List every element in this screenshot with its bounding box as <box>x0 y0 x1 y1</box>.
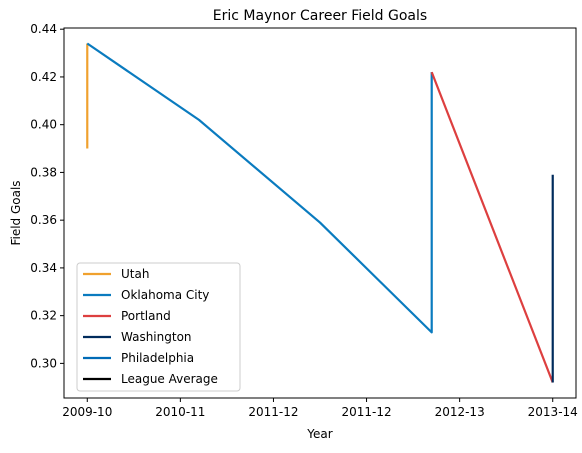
y-tick-label: 0.42 <box>30 70 57 84</box>
x-axis: 2009-10 2010-11 2011-12 2011-12 2012-13 2013-… <box>62 398 578 419</box>
series-line-portland <box>430 71 554 383</box>
y-tick-label: 0.36 <box>30 213 57 227</box>
legend-label: League Average <box>121 372 218 386</box>
y-tick-label: 0.30 <box>30 356 57 370</box>
legend-label: Philadelphia <box>121 351 194 365</box>
y-tick-label: 0.38 <box>30 165 57 179</box>
x-tick-label: 2010-11 <box>155 405 205 419</box>
legend-label: Oklahoma City <box>121 288 209 302</box>
x-tick-label: 2013-14 <box>528 405 578 419</box>
x-tick-label: 2011-12 <box>341 405 391 419</box>
y-tick-label: 0.40 <box>30 118 57 132</box>
x-axis-title: Year <box>306 427 332 441</box>
legend: Utah Oklahoma City Portland Washington Phila… <box>76 262 241 392</box>
plot-frame <box>63 27 577 399</box>
plot-lines <box>86 42 554 383</box>
chart-title: Eric Maynor Career Field Goals <box>213 8 427 24</box>
x-tick-label: 2011-12 <box>248 405 298 419</box>
y-tick-label: 0.32 <box>30 309 57 323</box>
y-tick-label: 0.34 <box>30 261 57 275</box>
legend-label: Portland <box>121 309 171 323</box>
y-axis: 0.30 0.32 0.34 0.36 0.38 0.40 0.42 0.44 <box>30 22 64 370</box>
x-tick-label: 2009-10 <box>62 405 112 419</box>
legend-label: Utah <box>121 267 149 281</box>
y-axis-title: Field Goals <box>9 180 23 245</box>
legend-label: Washington <box>121 330 192 344</box>
x-tick-label: 2012-13 <box>435 405 485 419</box>
legend-box <box>76 262 241 392</box>
y-tick-label: 0.44 <box>30 22 57 36</box>
series-line-oklahoma-city <box>86 42 433 334</box>
